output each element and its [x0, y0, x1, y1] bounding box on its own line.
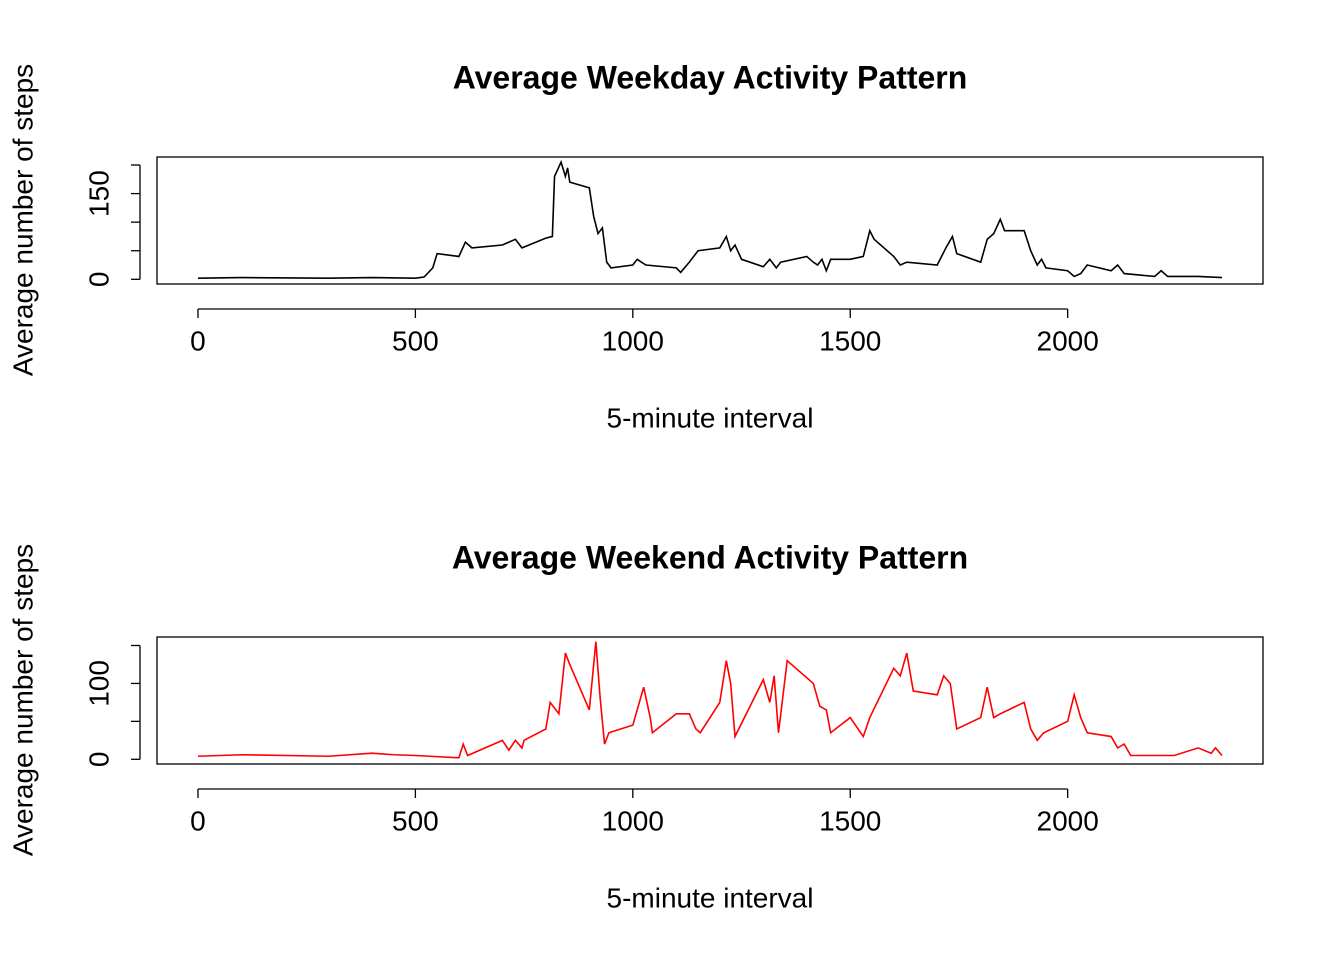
y-tick-label: 0	[83, 272, 114, 288]
x-axis-label: 5-minute interval	[607, 402, 814, 433]
x-tick-label: 0	[190, 325, 206, 356]
y-axis-label: Average number of steps	[7, 544, 38, 856]
x-tick-label: 2000	[1037, 805, 1099, 836]
x-tick-label: 0	[190, 805, 206, 836]
x-tick-label: 1000	[602, 805, 664, 836]
x-tick-label: 500	[392, 805, 439, 836]
chart-title: Average Weekend Activity Pattern	[452, 539, 968, 575]
plot-box	[156, 636, 1264, 765]
data-line	[197, 159, 1223, 279]
y-tick-label: 150	[83, 170, 114, 217]
x-tick-label: 1500	[819, 805, 881, 836]
x-tick-label: 2000	[1037, 325, 1099, 356]
y-axis-label: Average number of steps	[7, 64, 38, 376]
y-tick-label: 100	[83, 660, 114, 707]
x-tick-label: 500	[392, 325, 439, 356]
y-tick-label: 0	[83, 752, 114, 768]
x-axis-label: 5-minute interval	[607, 882, 814, 913]
data-line	[197, 641, 1223, 759]
plot-box	[156, 156, 1264, 285]
chart-title: Average Weekday Activity Pattern	[453, 59, 968, 95]
x-tick-label: 1500	[819, 325, 881, 356]
x-tick-label: 1000	[602, 325, 664, 356]
